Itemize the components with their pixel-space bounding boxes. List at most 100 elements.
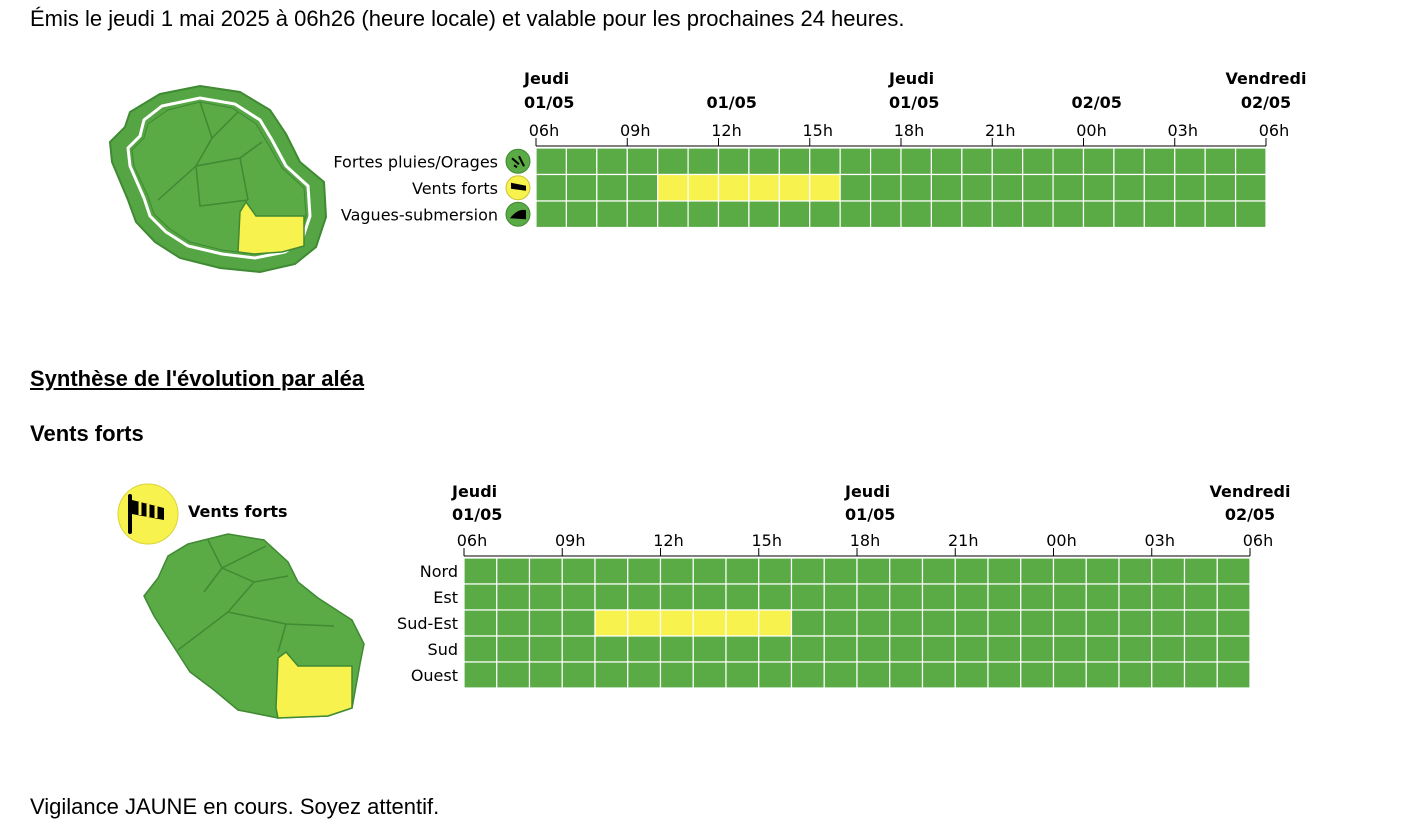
- timeline-cell-green: [991, 147, 1024, 176]
- hour-label: 18h: [850, 531, 881, 550]
- timeline-cell-green: [748, 147, 780, 176]
- timeline-cell-green: [1234, 147, 1267, 176]
- windsock-legend-icon: [117, 483, 179, 545]
- hour-label: 15h: [752, 531, 783, 550]
- row-label: Sud-Est: [397, 614, 458, 633]
- timeline-cell-green: [1085, 635, 1120, 663]
- timeline-cell-green: [1151, 557, 1186, 585]
- timeline-cell-green: [778, 200, 811, 229]
- timeline-row: [463, 609, 1251, 637]
- timeline-cell-green: [1216, 557, 1251, 585]
- timeline-cell-green: [535, 147, 568, 176]
- timeline-cell-green: [717, 200, 750, 229]
- timeline-cell-green: [991, 173, 1024, 202]
- timeline-cell-green: [1216, 635, 1251, 663]
- timeline-cell-green: [1085, 661, 1120, 689]
- timeline-row: [535, 173, 1267, 202]
- timeline-cell-green: [921, 661, 956, 689]
- timeline-cell-green: [687, 147, 720, 176]
- timeline-cell-green: [528, 583, 563, 611]
- detail-timeline: Jeudi 01/05 Jeudi 01/05 Vendredi 02/05 06h 09h 1…: [397, 482, 1290, 689]
- timeline-cell-green: [659, 661, 694, 689]
- timeline-cell-green: [496, 661, 531, 689]
- timeline-cell-green: [869, 173, 902, 202]
- timeline-cell-green: [496, 557, 531, 585]
- overview-timeline: Jeudi 01/05 01/05 Jeudi 01/05 02/05 Vendredi 02…: [333, 69, 1307, 229]
- date-header-date: 02/05: [1072, 93, 1122, 112]
- hour-label: 09h: [555, 531, 586, 550]
- timeline-cell-green: [889, 557, 924, 585]
- timeline-cell-green: [528, 557, 563, 585]
- timeline-cell-green: [496, 609, 531, 637]
- timeline-row: [535, 147, 1267, 176]
- timeline-cell-green: [930, 173, 963, 202]
- date-header-date: 01/05: [707, 93, 757, 112]
- timeline-cell-green: [1151, 661, 1186, 689]
- timeline-cell-green: [1022, 147, 1054, 176]
- timeline-cell-green: [1052, 583, 1087, 611]
- timeline-cell-green: [565, 173, 598, 202]
- timeline-cell-green: [1085, 583, 1120, 611]
- timeline-cell-green: [1022, 173, 1054, 202]
- timeline-cell-green: [1234, 200, 1267, 229]
- timeline-cell-green: [1020, 661, 1055, 689]
- timeline-cell-yellow: [725, 609, 760, 637]
- timeline-row: [463, 557, 1251, 585]
- row-label: Sud: [428, 640, 458, 659]
- hour-label: 03h: [1145, 531, 1176, 550]
- timeline-cell-green: [790, 583, 825, 611]
- timeline-row: [463, 635, 1251, 663]
- windsock-icon: [505, 175, 531, 201]
- timeline-cell-green: [1143, 173, 1176, 202]
- timeline-cell-green: [1113, 147, 1145, 176]
- hour-label: 06h: [457, 531, 488, 550]
- timeline-cell-green: [659, 635, 694, 663]
- vigilance-text: Vigilance JAUNE en cours. Soyez attentif…: [30, 794, 440, 819]
- timeline-cell-green: [565, 147, 598, 176]
- date-header-date: 02/05: [1225, 505, 1275, 524]
- timeline-cell-green: [758, 635, 793, 663]
- timeline-cell-green: [1183, 661, 1218, 689]
- issued-text: Émis le jeudi 1 mai 2025 à 06h26 (heure …: [30, 6, 905, 31]
- timeline-cell-green: [1052, 200, 1085, 229]
- timeline-cell-green: [561, 557, 596, 585]
- timeline-cell-green: [1183, 609, 1218, 637]
- timeline-cell-green: [627, 557, 662, 585]
- timeline-cell-yellow: [717, 173, 750, 202]
- timeline-cell-green: [758, 557, 793, 585]
- timeline-cell-green: [528, 661, 563, 689]
- timeline-cell-green: [528, 609, 563, 637]
- hour-label: 03h: [1168, 121, 1199, 140]
- row-label: Vagues-submersion: [341, 205, 498, 224]
- timeline-cell-green: [823, 635, 858, 663]
- date-header-day: Vendredi: [1226, 69, 1307, 88]
- timeline-cell-green: [758, 661, 793, 689]
- detail-map-districts: [177, 539, 335, 653]
- timeline-cell-green: [1183, 635, 1218, 663]
- date-header-date: 01/05: [845, 505, 895, 524]
- hour-label: 15h: [803, 121, 834, 140]
- timeline-cell-green: [839, 200, 872, 229]
- timeline-cell-green: [1020, 557, 1055, 585]
- timeline-cell-yellow: [594, 609, 629, 637]
- windsock-shape: [511, 182, 526, 191]
- timeline-cell-green: [889, 583, 924, 611]
- timeline-cell-green: [790, 557, 825, 585]
- hour-label: 06h: [529, 121, 560, 140]
- timeline-cell-green: [561, 583, 596, 611]
- date-header-day: Jeudi: [523, 69, 569, 88]
- timeline-cell-green: [869, 200, 902, 229]
- timeline-cell-green: [561, 635, 596, 663]
- timeline-cell-green: [856, 635, 891, 663]
- timeline-cell-green: [496, 635, 531, 663]
- row-label: Nord: [420, 562, 458, 581]
- timeline-cell-green: [1020, 609, 1055, 637]
- timeline-cell-green: [1216, 583, 1251, 611]
- row-label: Fortes pluies/Orages: [333, 152, 498, 171]
- timeline-cell-green: [692, 557, 727, 585]
- timeline-cell-green: [900, 173, 933, 202]
- timeline-cell-green: [535, 173, 568, 202]
- timeline-cell-green: [889, 635, 924, 663]
- timeline-cell-green: [692, 635, 727, 663]
- timeline-cell-green: [823, 609, 858, 637]
